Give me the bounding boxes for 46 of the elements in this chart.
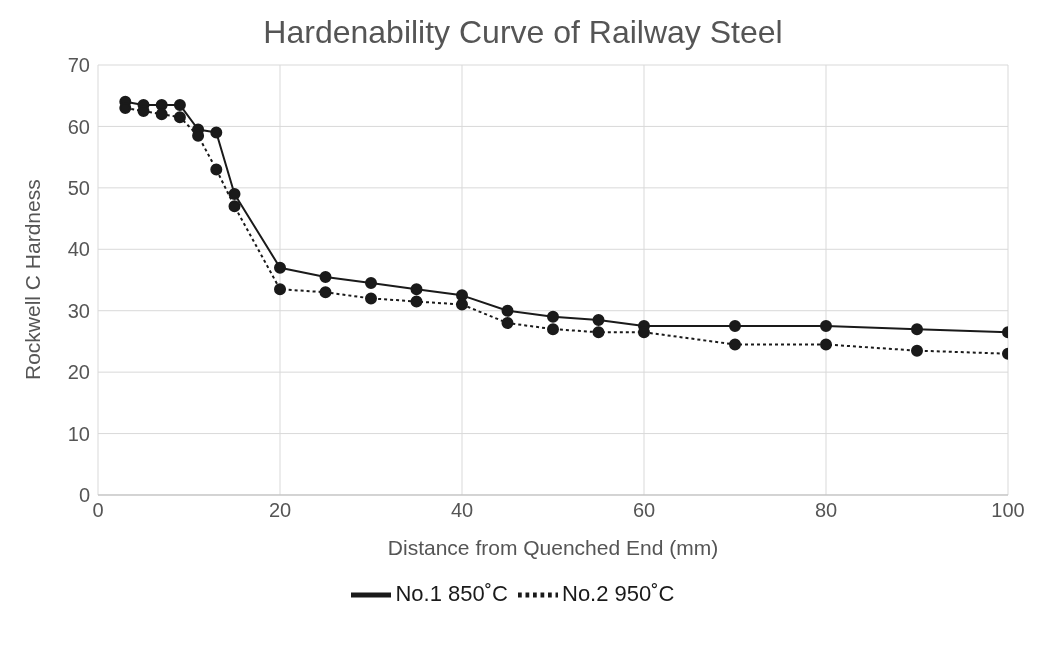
x-tick-label: 40 xyxy=(450,499,474,522)
x-tick-label: 0 xyxy=(92,499,104,522)
chart-title: Hardenability Curve of Railway Steel xyxy=(262,14,784,51)
y-tick-label: 10 xyxy=(67,422,90,445)
y-axis-title: Rockwell C Hardness xyxy=(21,179,45,380)
point xyxy=(274,283,286,296)
y-tick-label: 20 xyxy=(67,361,90,384)
point xyxy=(911,323,923,336)
point xyxy=(274,261,286,274)
point xyxy=(155,108,168,121)
legend-label: No.2 950˚C xyxy=(562,580,675,606)
point xyxy=(173,98,186,111)
point xyxy=(365,277,377,290)
point xyxy=(210,163,223,176)
point xyxy=(729,320,741,333)
point xyxy=(410,283,423,296)
y-tick-label: 40 xyxy=(67,238,90,261)
x-tick-label: 80 xyxy=(814,499,838,522)
y-tick-label: 60 xyxy=(67,115,90,138)
point xyxy=(365,292,377,305)
point xyxy=(729,338,741,351)
point xyxy=(911,344,923,357)
x-axis-title: Distance from Quenched End (mm) xyxy=(387,536,719,559)
point xyxy=(501,304,514,317)
y-tick-label: 50 xyxy=(67,176,90,199)
point xyxy=(410,295,423,308)
point xyxy=(547,323,559,336)
point xyxy=(820,338,832,351)
point xyxy=(210,126,223,139)
point xyxy=(319,270,332,283)
x-tick-label: 100 xyxy=(991,499,1025,522)
point xyxy=(319,286,332,299)
point xyxy=(228,200,241,213)
x-tick-label: 60 xyxy=(632,499,656,522)
point xyxy=(173,111,186,124)
x-tick-label: 20 xyxy=(268,499,292,522)
y-tick-label: 30 xyxy=(67,299,90,322)
y-tick-label: 70 xyxy=(67,54,90,77)
point xyxy=(592,326,605,339)
point xyxy=(501,317,514,329)
y-tick-label: 0 xyxy=(78,484,90,507)
legend-label: No.1 850˚C xyxy=(395,580,508,606)
point xyxy=(547,310,559,323)
point xyxy=(228,188,241,200)
point xyxy=(592,313,605,326)
point xyxy=(820,320,832,333)
